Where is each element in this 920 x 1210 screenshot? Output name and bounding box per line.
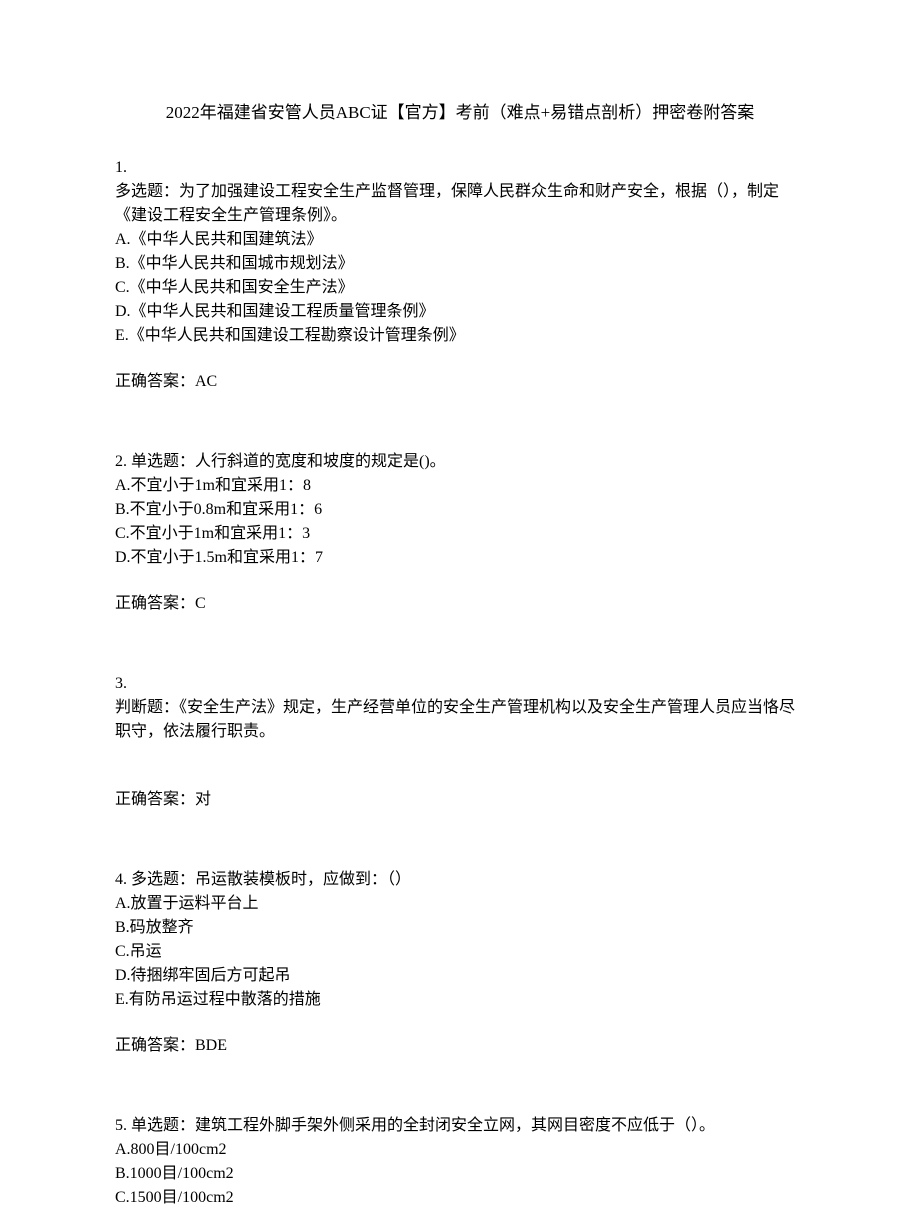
question-text: 多选题：为了加强建设工程安全生产监督管理，保障人民群众生命和财产安全，根据（），… bbox=[115, 180, 805, 228]
question-number: 3. bbox=[115, 672, 805, 696]
question-stem: 为了加强建设工程安全生产监督管理，保障人民群众生命和财产安全，根据（），制定《建… bbox=[115, 183, 779, 224]
option-c: C.吊运 bbox=[115, 940, 805, 964]
option-d: D.待捆绑牢固后方可起吊 bbox=[115, 964, 805, 988]
question-block-1: 1. 多选题：为了加强建设工程安全生产监督管理，保障人民群众生命和财产安全，根据… bbox=[115, 156, 805, 394]
question-stem: 人行斜道的宽度和坡度的规定是()。 bbox=[195, 453, 446, 470]
question-number: 4. bbox=[115, 871, 131, 888]
question-block-2: 2. 单选题：人行斜道的宽度和坡度的规定是()。 A.不宜小于1m和宜采用1：8… bbox=[115, 450, 805, 616]
question-number: 2. bbox=[115, 453, 131, 470]
question-text: 4. 多选题：吊运散装模板时，应做到：（） bbox=[115, 868, 805, 892]
question-type: 多选题： bbox=[115, 183, 179, 200]
question-type: 单选题： bbox=[131, 1117, 195, 1134]
answer: 正确答案：AC bbox=[115, 370, 805, 394]
option-d: D.不宜小于1.5m和宜采用1：7 bbox=[115, 546, 805, 570]
option-c: C.《中华人民共和国安全生产法》 bbox=[115, 276, 805, 300]
question-text: 2. 单选题：人行斜道的宽度和坡度的规定是()。 bbox=[115, 450, 805, 474]
option-e: E.《中华人民共和国建设工程勘察设计管理条例》 bbox=[115, 324, 805, 348]
option-b: B.不宜小于0.8m和宜采用1：6 bbox=[115, 498, 805, 522]
option-c: C.1500目/100cm2 bbox=[115, 1186, 805, 1210]
question-type: 多选题： bbox=[131, 871, 195, 888]
question-stem: 《安全生产法》规定，生产经营单位的安全生产管理机构以及安全生产管理人员应当恪尽职… bbox=[115, 699, 795, 740]
option-a: A.放置于运料平台上 bbox=[115, 892, 805, 916]
option-b: B.1000目/100cm2 bbox=[115, 1162, 805, 1186]
document-title: 2022年福建省安管人员ABC证【官方】考前（难点+易错点剖析）押密卷附答案 bbox=[115, 100, 805, 126]
question-type: 判断题： bbox=[115, 699, 179, 716]
question-block-3: 3. 判断题：《安全生产法》规定，生产经营单位的安全生产管理机构以及安全生产管理… bbox=[115, 672, 805, 812]
option-b: B.码放整齐 bbox=[115, 916, 805, 940]
option-c: C.不宜小于1m和宜采用1：3 bbox=[115, 522, 805, 546]
question-number: 1. bbox=[115, 156, 805, 180]
option-d: D.《中华人民共和国建设工程质量管理条例》 bbox=[115, 300, 805, 324]
question-type: 单选题： bbox=[131, 453, 195, 470]
option-e: E.有防吊运过程中散落的措施 bbox=[115, 988, 805, 1012]
question-text: 判断题：《安全生产法》规定，生产经营单位的安全生产管理机构以及安全生产管理人员应… bbox=[115, 696, 805, 744]
answer: 正确答案：对 bbox=[115, 788, 805, 812]
answer: 正确答案：C bbox=[115, 592, 805, 616]
answer: 正确答案：BDE bbox=[115, 1034, 805, 1058]
option-a: A.800目/100cm2 bbox=[115, 1138, 805, 1162]
option-b: B.《中华人民共和国城市规划法》 bbox=[115, 252, 805, 276]
question-stem: 建筑工程外脚手架外侧采用的全封闭安全立网，其网目密度不应低于（）。 bbox=[195, 1117, 715, 1134]
option-a: A.不宜小于1m和宜采用1：8 bbox=[115, 474, 805, 498]
question-stem: 吊运散装模板时，应做到：（） bbox=[195, 871, 411, 888]
question-block-5: 5. 单选题：建筑工程外脚手架外侧采用的全封闭安全立网，其网目密度不应低于（）。… bbox=[115, 1114, 805, 1210]
question-block-4: 4. 多选题：吊运散装模板时，应做到：（） A.放置于运料平台上 B.码放整齐 … bbox=[115, 868, 805, 1058]
option-a: A.《中华人民共和国建筑法》 bbox=[115, 228, 805, 252]
question-number: 5. bbox=[115, 1117, 131, 1134]
question-text: 5. 单选题：建筑工程外脚手架外侧采用的全封闭安全立网，其网目密度不应低于（）。 bbox=[115, 1114, 805, 1138]
